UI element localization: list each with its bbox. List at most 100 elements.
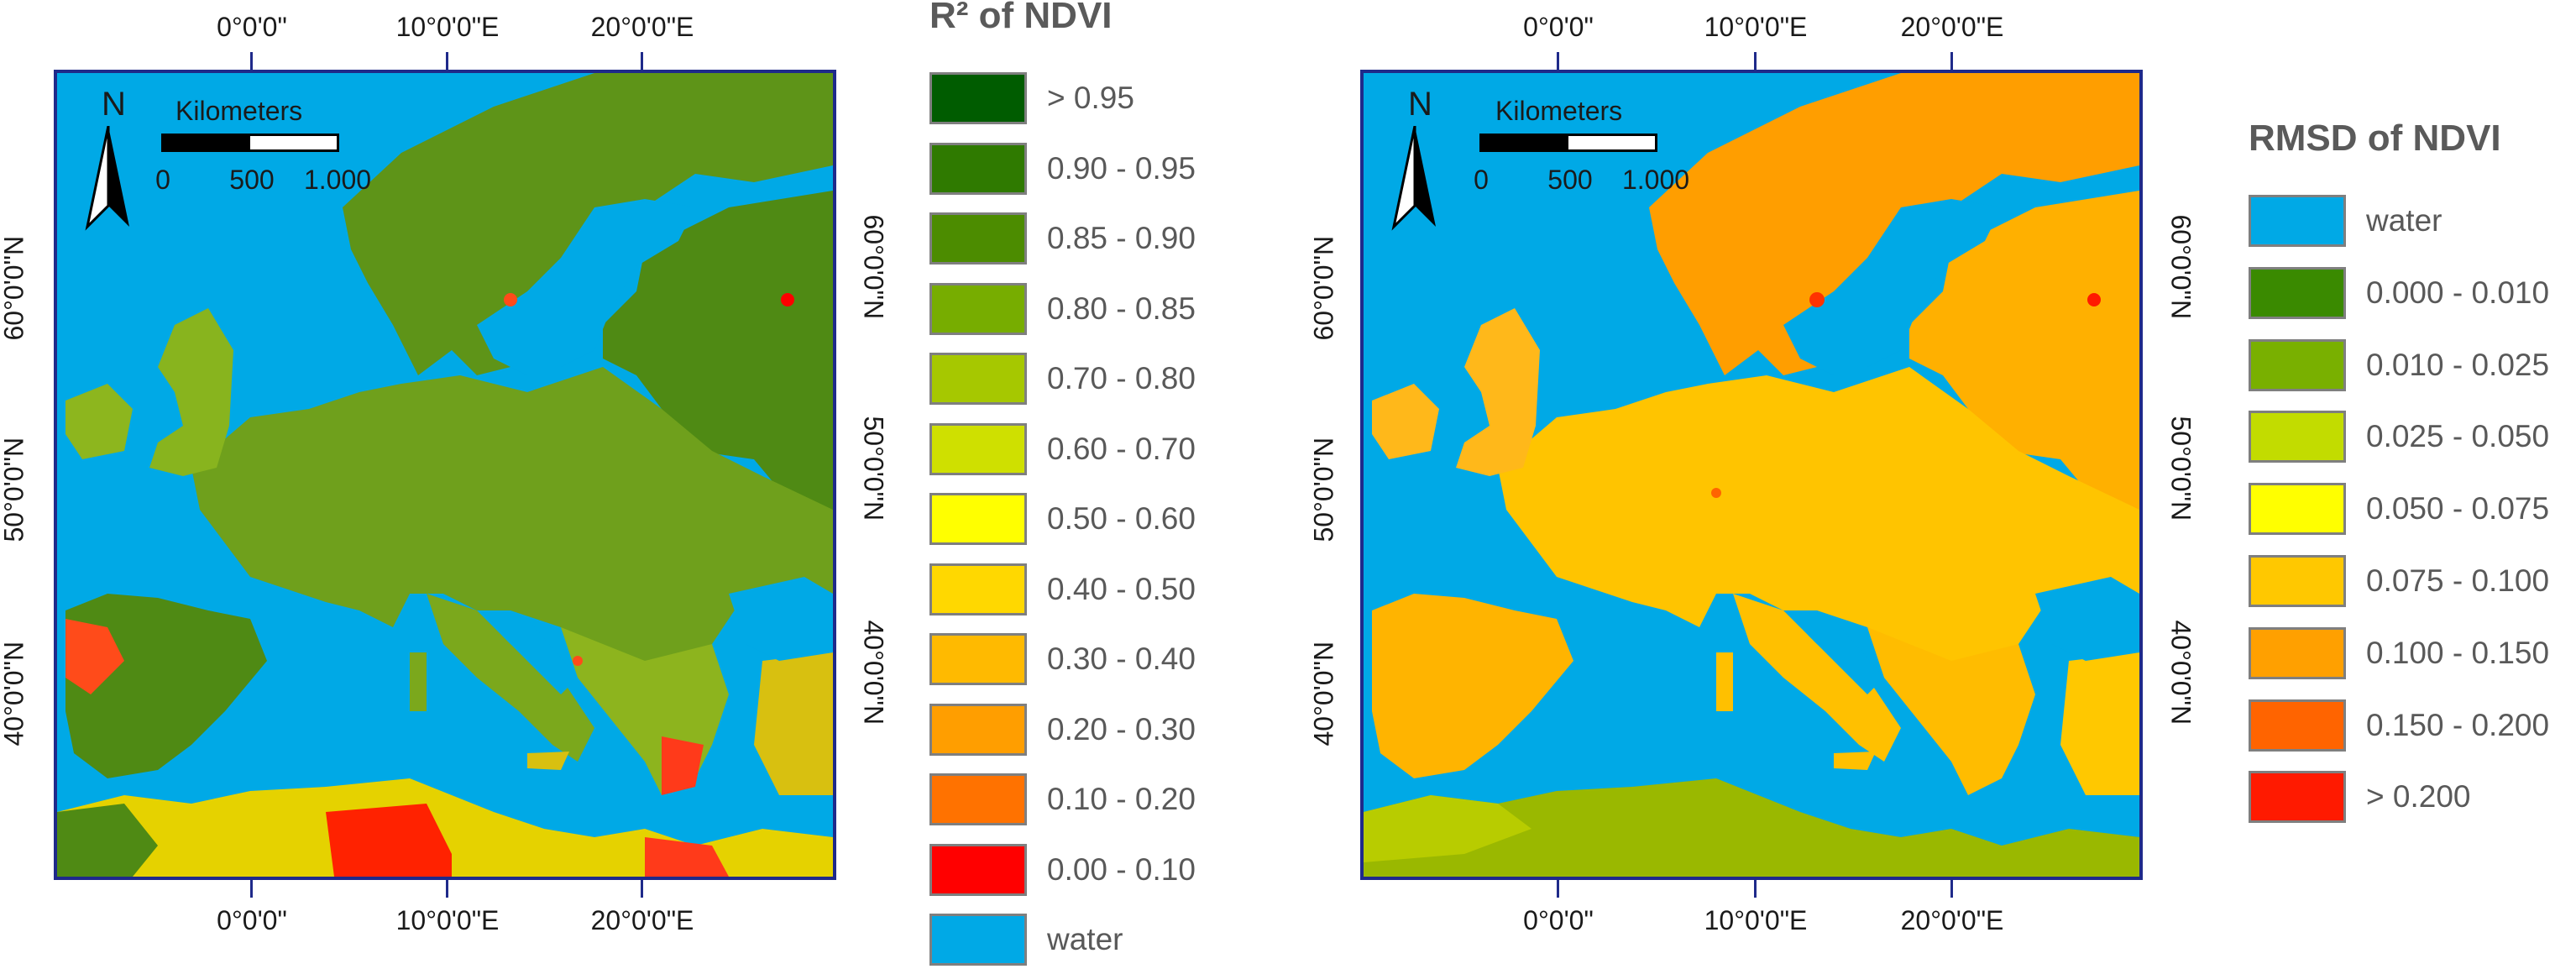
legend-swatch <box>2249 483 2346 536</box>
libya-low-r2 <box>645 837 729 877</box>
morocco-high-r2 <box>57 804 158 877</box>
tick-mark <box>1950 52 1953 70</box>
legend-swatch <box>929 422 1027 475</box>
legend-swatch <box>2249 266 2346 319</box>
scalebar-label: 1.000 <box>303 165 372 195</box>
britain-landmass <box>149 308 233 476</box>
scalebar <box>1479 134 1657 152</box>
central-europe-landmass <box>1498 367 2139 678</box>
lon-label-bottom: 10°0'0"E <box>1704 905 1808 935</box>
scalebar-title: Kilometers <box>1495 96 1623 126</box>
baltic-sea <box>1783 199 2002 375</box>
ireland-landmass <box>1372 384 1439 459</box>
legend-label: 0.20 - 0.30 <box>1047 711 1196 746</box>
legend-swatch <box>2249 699 2346 752</box>
scalebar-title: Kilometers <box>175 96 303 126</box>
iberia-low-r2 <box>65 619 124 694</box>
lat-label-left: 50°0'0"N <box>0 437 29 542</box>
britain-landmass <box>1456 308 1540 476</box>
lat-label-right: 60°0'0"N <box>858 214 889 320</box>
lon-label-top: 20°0'0"E <box>1900 12 2004 42</box>
high-rmsd-spot <box>1711 488 1721 498</box>
r2-map-panel: 0°0'0" 10°0'0"E 20°0'0"E 0°0'0" 10°0'0"E… <box>0 0 1196 966</box>
tick-mark <box>1557 52 1559 70</box>
north-arrow-letter: N <box>1408 86 1432 123</box>
scalebar-black-segment <box>164 136 250 149</box>
adriatic-sea <box>1800 610 1884 694</box>
legend-swatch <box>929 914 1027 966</box>
lat-label-left: 40°0'0"N <box>0 641 29 746</box>
legend-swatch <box>929 142 1027 195</box>
scalebar <box>161 134 339 152</box>
scalebar-label: 0 <box>155 165 170 195</box>
scalebar-black-segment <box>1482 136 1568 149</box>
legend-title: R² of NDVI <box>929 0 1113 36</box>
legend-label: 0.150 - 0.200 <box>2366 707 2550 742</box>
legend-label: 0.10 - 0.20 <box>1047 782 1196 816</box>
legend-label: 0.30 - 0.40 <box>1047 642 1196 676</box>
legend-label: 0.075 - 0.100 <box>2366 563 2550 598</box>
rmsd-map-panel: 0°0'0" 10°0'0"E 20°0'0"E 0°0'0" 10°0'0"E… <box>1309 0 2576 956</box>
legend-swatch <box>929 72 1027 124</box>
tick-mark <box>1754 880 1757 898</box>
italy-landmass <box>1733 594 1901 762</box>
scalebar-label: 500 <box>229 165 275 195</box>
black-sea <box>729 577 833 661</box>
lat-label-right: 50°0'0"N <box>858 416 889 521</box>
legend-swatch <box>2249 338 2346 391</box>
legend-swatch <box>929 563 1027 615</box>
legend-swatch <box>2249 626 2346 679</box>
lat-label-left: 60°0'0"N <box>0 235 29 341</box>
low-r2-spot <box>573 656 583 666</box>
low-r2-spot <box>781 293 794 306</box>
central-europe-landmass <box>191 367 833 678</box>
legend-label: 0.00 - 0.10 <box>1047 851 1196 887</box>
lon-label-bottom: 0°0'0" <box>1523 905 1594 935</box>
lon-label-top: 0°0'0" <box>217 12 287 42</box>
north-africa-landmass <box>57 778 833 877</box>
tick-mark <box>1557 880 1559 898</box>
rmsd-map-graphic <box>1364 73 2139 877</box>
legend-swatch <box>929 353 1027 405</box>
legend-label: water <box>2366 203 2442 238</box>
legend-swatch <box>2249 555 2346 607</box>
balkans-landmass <box>1867 627 2035 795</box>
lat-label-right: 60°0'0"N <box>2165 214 2196 320</box>
tick-mark <box>250 880 253 898</box>
legend-label: 0.050 - 0.075 <box>2366 491 2550 526</box>
tick-mark <box>446 52 448 70</box>
legend-label: 0.100 - 0.150 <box>2366 635 2550 670</box>
ireland-landmass <box>65 384 133 459</box>
north-arrow-icon <box>1391 126 1436 231</box>
scalebar-label: 0 <box>1474 165 1489 195</box>
sicily <box>527 752 569 770</box>
scalebar-label: 1.000 <box>1621 165 1690 195</box>
tick-mark <box>641 880 643 898</box>
north-africa-landmass <box>1364 778 2139 877</box>
r2-map-graphic <box>57 73 833 877</box>
legend-swatch <box>929 633 1027 685</box>
scalebar-label: 500 <box>1547 165 1593 195</box>
lon-label-top: 20°0'0"E <box>590 12 694 42</box>
low-r2-spot <box>504 293 517 306</box>
legend-swatch <box>929 282 1027 335</box>
legend-label: 0.40 - 0.50 <box>1047 571 1196 606</box>
tick-mark <box>1754 52 1757 70</box>
legend-swatch <box>929 773 1027 825</box>
lat-label-right: 50°0'0"N <box>2165 416 2196 521</box>
legend-label: 0.70 - 0.80 <box>1047 361 1196 395</box>
greece-low-r2 <box>662 736 704 795</box>
legend-swatch <box>2249 771 2346 824</box>
lon-label-top: 0°0'0" <box>1523 12 1594 42</box>
corsica-sardinia <box>1716 652 1733 711</box>
sicily <box>1834 752 1876 770</box>
turkey-landmass <box>2060 652 2139 795</box>
black-sea <box>2035 577 2139 661</box>
legend-label: 0.90 - 0.95 <box>1047 150 1196 186</box>
iberia-landmass <box>1372 594 1573 778</box>
rmsd-map <box>1360 70 2143 880</box>
legend-title: RMSD of NDVI <box>2249 118 2501 159</box>
legend-label: 0.000 - 0.010 <box>2366 275 2550 310</box>
tick-mark <box>446 880 448 898</box>
legend-swatch <box>2249 411 2346 464</box>
